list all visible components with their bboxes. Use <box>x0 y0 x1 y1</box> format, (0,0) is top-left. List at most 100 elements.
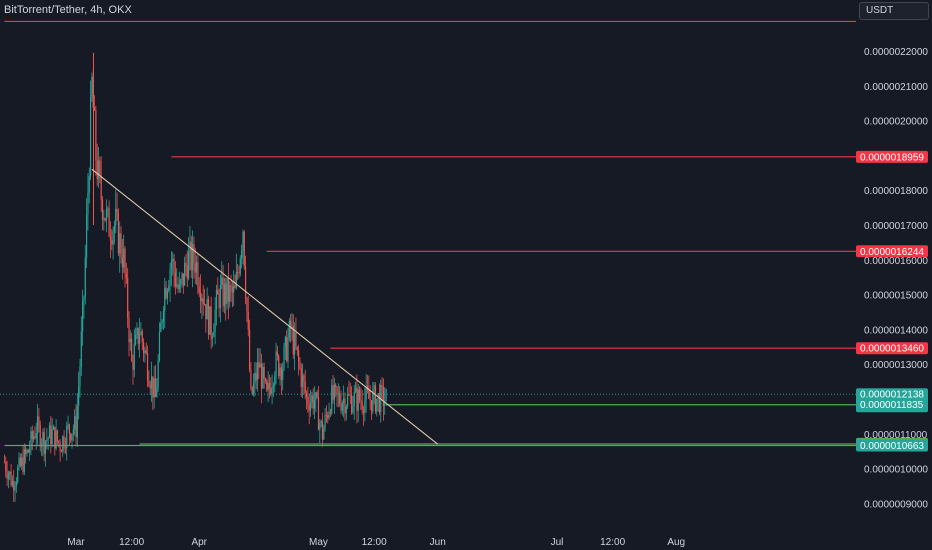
candle-body <box>259 363 261 368</box>
candle-body <box>256 362 259 381</box>
candle-body <box>345 406 347 414</box>
candle-body <box>344 398 346 414</box>
candle-body <box>364 399 366 414</box>
candle-body <box>120 233 122 258</box>
candle-body <box>381 384 383 388</box>
candle-body <box>368 390 370 399</box>
candle-body <box>149 385 151 389</box>
x-tick-label: Mar <box>67 537 85 548</box>
candle-body <box>217 290 219 295</box>
candle-body <box>340 403 342 411</box>
candle-body <box>239 258 241 274</box>
candle-body <box>137 328 139 344</box>
time-axis[interactable]: Mar 12:00 Apr May 12:00 Jun Jul 12:00 Aug <box>67 537 685 548</box>
candle-body <box>99 160 101 176</box>
candle-body <box>333 384 335 400</box>
price-label-text: 0.0000018959 <box>860 152 924 163</box>
candle-body <box>319 423 321 430</box>
candle-body <box>286 337 288 361</box>
candle-body <box>26 449 28 454</box>
candle-body <box>72 429 74 434</box>
candle-body <box>22 457 24 473</box>
candle-body <box>115 208 117 226</box>
candle-body <box>295 332 297 347</box>
candle-body <box>55 430 57 449</box>
candle-body <box>13 481 15 491</box>
candle-body <box>15 482 17 487</box>
candle-body <box>284 337 286 347</box>
candle-body <box>174 272 176 287</box>
x-tick-label: Jul <box>551 537 564 548</box>
candle-body <box>23 449 25 473</box>
candle-body <box>161 320 163 324</box>
candle-body <box>339 393 341 404</box>
candle-body <box>18 457 20 468</box>
candle-body <box>195 262 198 273</box>
price-labels-group: 0.0000018959 0.0000016244 0.0000013460 0.00… <box>856 150 928 452</box>
candle-body <box>268 382 271 389</box>
candle-body <box>186 265 188 279</box>
candles-group <box>3 52 387 502</box>
candle-body <box>374 385 377 412</box>
candle-body <box>287 338 289 361</box>
candle-body <box>385 388 387 402</box>
candle-body <box>121 257 123 268</box>
candle-body <box>312 395 314 409</box>
candle-body <box>17 467 19 483</box>
candle-body <box>198 286 200 293</box>
candle-body <box>80 331 82 367</box>
candle-body <box>250 369 252 388</box>
candle-body <box>327 415 329 419</box>
candle-body <box>95 110 97 161</box>
candle-body <box>91 76 93 97</box>
price-label-box <box>856 342 928 355</box>
candle-body <box>9 471 11 475</box>
candle-body <box>168 286 170 291</box>
candle-body <box>181 273 183 281</box>
candle-body <box>260 363 263 389</box>
currency-selector[interactable]: USDT <box>859 2 929 20</box>
candle-body <box>166 290 169 299</box>
candle-body <box>233 285 235 293</box>
candle-body <box>210 306 212 339</box>
trendline[interactable] <box>91 168 439 445</box>
candle-body <box>308 405 310 411</box>
candle-body <box>262 366 264 389</box>
candle-body <box>145 350 147 354</box>
x-tick-label: 12:00 <box>600 537 625 548</box>
candle-body <box>266 380 268 391</box>
candle-body <box>193 243 195 264</box>
candle-body <box>254 372 256 384</box>
candle-body <box>323 428 325 440</box>
candle-body <box>165 287 167 299</box>
candle-body <box>272 385 275 388</box>
candle-body <box>316 392 318 398</box>
candle-body <box>219 285 222 309</box>
candle-body <box>247 311 249 330</box>
candle-body <box>226 278 228 304</box>
candle-body <box>62 436 64 452</box>
y-tick-label: 0.0000015000 <box>864 291 928 302</box>
candle-body <box>234 285 236 288</box>
candle-body <box>169 268 171 287</box>
candle-body <box>56 430 59 441</box>
candle-body <box>201 298 203 302</box>
candle-body <box>270 388 272 394</box>
y-tick-label: 0.0000011000 <box>864 430 928 441</box>
candle-body <box>214 309 216 333</box>
candle-body <box>376 398 378 412</box>
candle-body <box>96 160 98 180</box>
candle-body <box>358 389 361 401</box>
candle-body <box>7 474 10 479</box>
candle-body <box>264 378 267 381</box>
candle-body <box>230 285 232 288</box>
y-tick-label: 0.0000020000 <box>864 117 928 128</box>
candle-body <box>202 298 204 305</box>
candle-body <box>304 381 306 394</box>
candle-body <box>87 192 89 215</box>
price-axis[interactable]: 0.0000022000 0.0000021000 0.0000020000 0.00… <box>864 47 928 510</box>
price-label-box <box>856 439 928 452</box>
x-tick-label: Apr <box>191 537 207 548</box>
candle-body <box>294 332 296 355</box>
